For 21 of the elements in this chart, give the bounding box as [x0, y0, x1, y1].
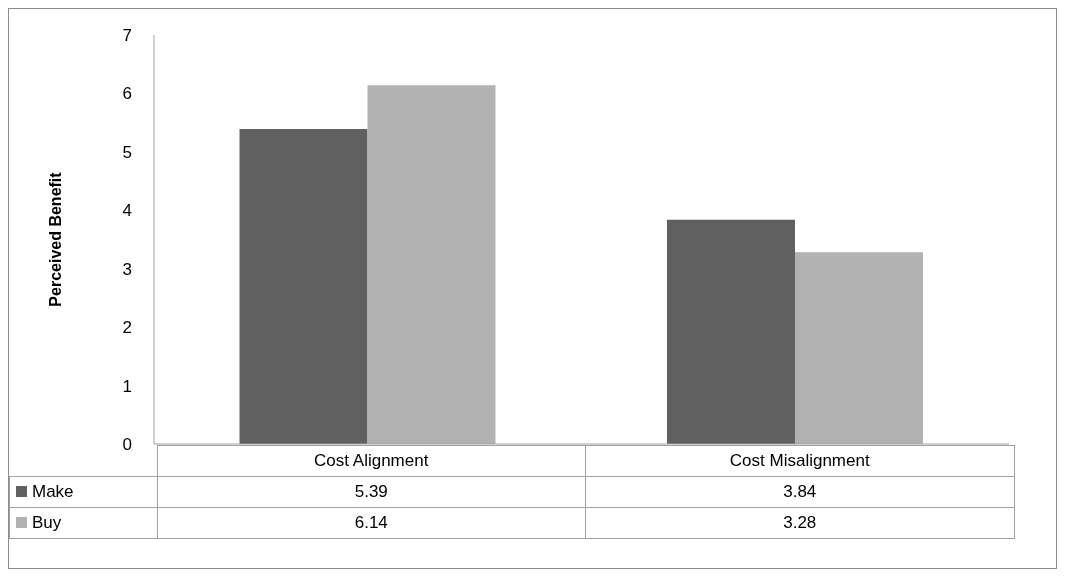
y-tick-label: 3: [122, 259, 132, 279]
bar: [239, 129, 368, 444]
data-label: 3.84: [585, 476, 1014, 508]
x-tick-label: Cost Misalignment: [585, 445, 1014, 477]
bar: [367, 85, 496, 444]
data-label: 5.39: [157, 476, 586, 508]
data-label: 6.14: [157, 507, 586, 539]
bar: [795, 252, 923, 444]
data-label: 3.28: [585, 507, 1014, 539]
y-tick-label: 2: [122, 318, 132, 338]
y-tick-label: 5: [122, 142, 132, 162]
x-tick-label: Cost Alignment: [157, 445, 586, 477]
y-tick-label: 4: [122, 201, 132, 221]
y-axis-title: Perceived Benefit: [46, 171, 64, 307]
y-tick-label: 1: [122, 376, 132, 396]
y-tick-label: 0: [122, 435, 132, 455]
y-tick-label: 7: [122, 26, 132, 46]
legend-label: Buy: [9, 507, 157, 539]
legend-label: Make: [9, 476, 157, 508]
bar: [667, 219, 795, 444]
y-tick-label: 6: [122, 84, 132, 104]
